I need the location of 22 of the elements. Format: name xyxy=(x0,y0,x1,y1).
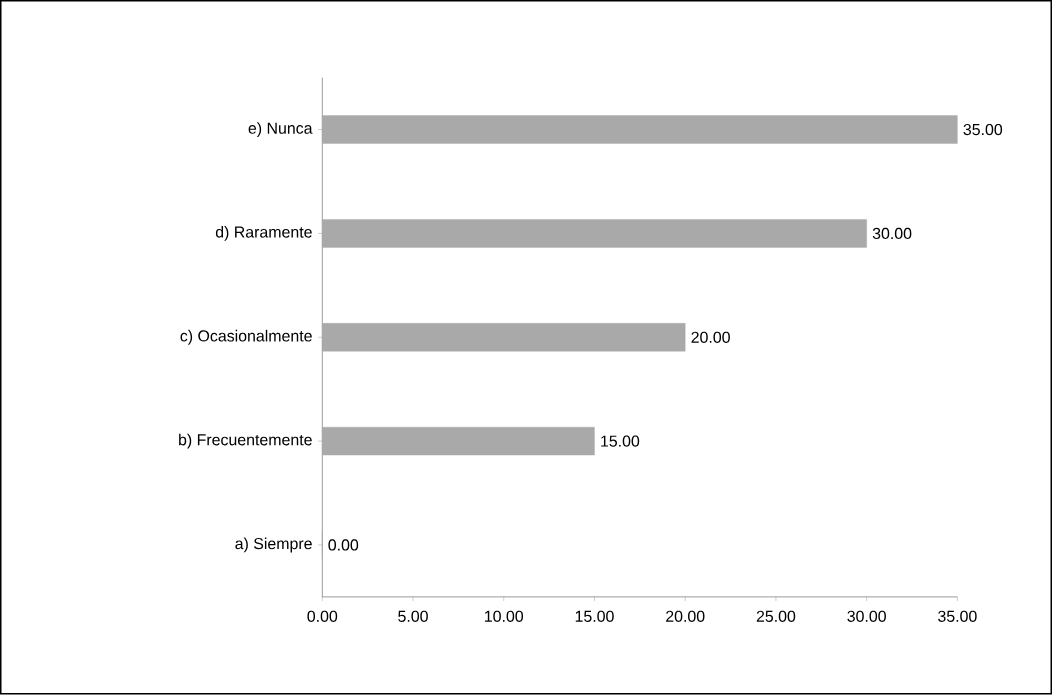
y-tick-label: b) Frecuentemente xyxy=(179,433,312,449)
y-tick-label: e) Nunca xyxy=(248,122,313,138)
data-label: 30.00 xyxy=(872,228,912,240)
x-tick-label: 0.00 xyxy=(307,610,338,623)
data-label: 0.00 xyxy=(328,539,359,551)
bar xyxy=(322,323,686,352)
x-tick-label: 25.00 xyxy=(756,610,796,623)
x-tick-label: 5.00 xyxy=(398,610,428,623)
bar xyxy=(322,219,867,248)
bar xyxy=(322,115,958,144)
y-tick-label: c) Ocasionalmente xyxy=(180,330,312,345)
x-tick-label: 35.00 xyxy=(938,610,977,623)
x-tick-label: 10.00 xyxy=(485,610,524,623)
data-label: 35.00 xyxy=(963,124,1003,136)
bar xyxy=(322,427,595,456)
y-tick-label: a) Siempre xyxy=(235,537,312,553)
x-tick-label: 15.00 xyxy=(575,610,614,623)
x-tick-label: 20.00 xyxy=(666,610,705,623)
x-tick-label: 30.00 xyxy=(847,610,886,623)
data-label: 20.00 xyxy=(691,331,730,344)
y-tick-label: d) Raramente xyxy=(215,226,312,242)
data-label: 15.00 xyxy=(601,435,640,447)
